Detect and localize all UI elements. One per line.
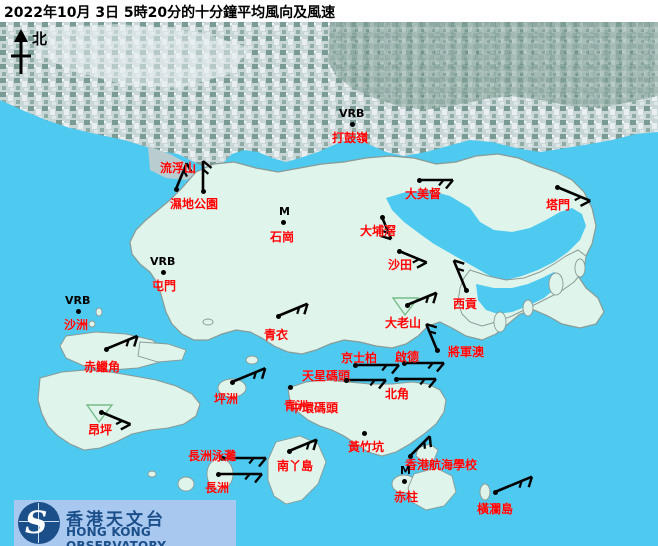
wind-flag-label: VRB — [150, 255, 176, 268]
wind-barb-27 — [409, 435, 433, 457]
station-label: 流浮山 — [160, 161, 197, 175]
station-label: 西貢 — [453, 297, 478, 311]
station-dot — [75, 308, 81, 314]
station-label: 長洲泳灘 — [188, 449, 237, 463]
station-label: 昂坪 — [88, 423, 113, 437]
station-dot — [349, 121, 355, 127]
station-label: 大埔滘 — [360, 224, 397, 238]
station-dot — [343, 377, 349, 383]
wind-barb-7 — [398, 249, 428, 269]
station-dot — [416, 177, 422, 183]
station-dot — [160, 269, 166, 275]
wind-barb-17 — [346, 378, 387, 390]
station-dot — [173, 186, 179, 192]
station-dot — [286, 448, 292, 454]
hko-logo: S 香港天文台 HONG KONG OBSERVATORY — [14, 500, 236, 546]
station-label: 濕地公園 — [170, 197, 219, 211]
station-dot — [361, 430, 367, 436]
station-label: 坪洲 — [214, 392, 239, 406]
station-dot — [275, 313, 281, 319]
wind-barb-2 — [201, 160, 213, 191]
station-label: 赤柱 — [394, 490, 419, 504]
wind-pennant-13 — [391, 297, 420, 317]
station-label: 大老山 — [385, 316, 422, 330]
station-dot — [554, 184, 560, 190]
station-dot — [200, 188, 206, 194]
station-dot — [215, 471, 221, 477]
wind-barb-16 — [425, 322, 439, 351]
wind-flag-label: M — [279, 205, 290, 218]
map-basemap — [0, 22, 658, 546]
logo-name-cn: 香港天文台 — [66, 510, 166, 530]
station-label: 打鼓嶺 — [332, 131, 369, 145]
wind-barb-20 — [396, 377, 437, 389]
station-label: 黃竹坑 — [348, 440, 385, 454]
wind-barb-15 — [404, 361, 445, 373]
station-dot — [463, 287, 469, 293]
station-label: 京士柏 — [341, 351, 378, 365]
north-label: 北 — [32, 30, 48, 48]
station-label: 將軍澳 — [448, 345, 485, 359]
station-label: 長洲 — [205, 481, 230, 495]
wind-flag-label: VRB — [339, 107, 365, 120]
station-label: 北角 — [385, 387, 410, 401]
station-label: 塔門 — [546, 198, 571, 212]
wind-barb-25 — [218, 472, 263, 484]
wind-barb-14 — [355, 363, 400, 375]
station-dot — [229, 379, 235, 385]
station-label: 香港航海學校 — [405, 458, 478, 472]
north-arrow-icon: 北 — [6, 28, 66, 78]
wind-barb-11 — [105, 334, 139, 351]
station-dot — [404, 302, 410, 308]
station-dot — [280, 219, 286, 225]
station-label: 沙田 — [388, 258, 413, 272]
hong-kong-wind-map: 北 VRB 打鼓嶺流浮山濕地公園 M 石崗 大美督塔門大埔滘沙田西貢 VRB 屯門 VRB 沙洲… — [0, 22, 658, 546]
station-dot — [287, 384, 293, 390]
wind-barb-1 — [174, 162, 193, 190]
station-label: 橫瀾島 — [477, 502, 514, 516]
station-dot — [401, 360, 407, 366]
wind-barb-4 — [419, 178, 454, 190]
wind-barb-6 — [380, 216, 393, 241]
station-dot — [393, 376, 399, 382]
wind-barb-layer — [85, 160, 591, 494]
station-dot — [103, 346, 109, 352]
wind-barb-24 — [222, 456, 267, 468]
wind-barb-29 — [494, 475, 534, 494]
station-label: 大美督 — [405, 187, 442, 201]
wind-barb-8 — [452, 259, 468, 291]
logo-name-en: HONG KONG OBSERVATORY — [66, 525, 167, 546]
title-bar: 2022年10月 3日 5時20分的十分鐘平均風向及風速 — [0, 0, 658, 22]
station-dot — [401, 478, 407, 484]
station-label: 中環碼頭 — [290, 401, 339, 415]
page-title: 2022年10月 3日 5時20分的十分鐘平均風向及風速 — [4, 5, 336, 21]
station-dot — [379, 214, 385, 220]
hko-logo-icon: S — [18, 502, 60, 544]
station-dot — [98, 409, 104, 415]
station-label: 沙洲 — [64, 318, 89, 332]
wind-barb-21 — [231, 367, 267, 384]
station-dot — [219, 455, 225, 461]
wind-flag-label: VRB — [65, 294, 91, 307]
station-label: 赤鱲角 — [84, 360, 121, 374]
station-label: 石崗 — [270, 230, 295, 244]
station-dot — [407, 453, 413, 459]
station-dot — [434, 347, 440, 353]
station-dot — [492, 489, 498, 495]
wind-barb-13 — [406, 291, 438, 307]
wind-flag-label: M — [400, 464, 411, 477]
station-label: 青衣 — [264, 328, 289, 342]
station-label: 天星碼頭 — [302, 369, 351, 383]
station-label: 南丫島 — [277, 459, 314, 473]
station-label: 屯門 — [152, 279, 177, 293]
wind-barb-26 — [288, 438, 318, 453]
wind-barb-22 — [100, 410, 132, 431]
station-label: 啟德 — [395, 350, 420, 364]
station-dot — [396, 248, 402, 254]
wind-barb-12 — [277, 302, 309, 318]
station-label: 青洲 — [284, 399, 309, 413]
wind-barb-5 — [556, 185, 591, 207]
station-dot — [352, 362, 358, 368]
